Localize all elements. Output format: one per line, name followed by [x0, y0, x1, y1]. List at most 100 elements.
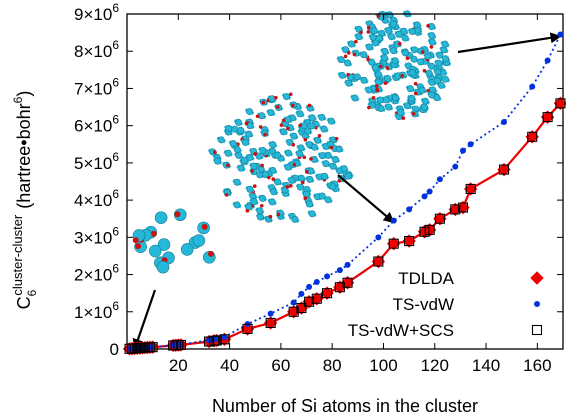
terminal-atom — [411, 111, 416, 116]
atom — [417, 58, 425, 66]
atom — [224, 149, 232, 157]
terminal-atom — [303, 196, 308, 200]
atom — [291, 215, 299, 223]
atom — [268, 95, 276, 103]
atom — [322, 160, 330, 168]
terminal-atom — [261, 100, 266, 105]
terminal-atom — [352, 52, 357, 57]
atom — [410, 46, 418, 54]
terminal-atom — [244, 121, 249, 126]
atom — [401, 49, 409, 57]
y-tick-label: 9×106 — [74, 1, 119, 24]
atom — [297, 174, 305, 182]
terminal-atom — [275, 105, 280, 109]
atom — [385, 26, 393, 34]
y-tick-label: 8×106 — [74, 38, 119, 61]
data-point-ts-vdw — [324, 273, 331, 280]
atom — [229, 140, 237, 148]
terminal-atom — [224, 193, 229, 197]
terminal-atom — [260, 163, 264, 168]
terminal-atom — [397, 41, 402, 46]
atom — [318, 113, 326, 121]
atom — [282, 93, 290, 101]
atom — [442, 55, 450, 63]
data-point-ts-vdw — [336, 267, 343, 274]
atom — [329, 162, 337, 170]
atom — [296, 183, 304, 191]
terminal-atom — [298, 123, 302, 128]
atom — [408, 27, 416, 35]
atom — [425, 69, 433, 77]
atom — [371, 64, 379, 72]
atom — [369, 33, 377, 41]
atom — [250, 162, 258, 170]
legend-label: TDLDA — [398, 269, 454, 288]
arrow-medium-cluster-image — [337, 174, 395, 224]
atom — [286, 138, 294, 146]
data-point-ts-vdw-scs — [457, 202, 469, 213]
atom — [306, 175, 314, 183]
atom — [245, 108, 253, 116]
atom — [297, 144, 305, 152]
atom — [258, 194, 266, 202]
terminal-atom — [413, 91, 418, 96]
data-point-ts-vdw-scs — [311, 293, 322, 304]
terminal-atom — [422, 68, 427, 73]
atom — [180, 243, 194, 256]
atom — [375, 78, 383, 86]
atom — [428, 38, 436, 46]
atom — [225, 124, 233, 132]
terminal-atom — [367, 105, 371, 110]
atom — [308, 210, 316, 218]
legend-symbol — [534, 301, 540, 307]
atom — [331, 155, 339, 163]
atom — [157, 238, 171, 251]
terminal-atom — [375, 87, 379, 92]
atom — [233, 178, 241, 186]
terminal-atom — [413, 81, 418, 86]
terminal-atom — [420, 50, 425, 54]
data-point-ts-vdw-scs — [404, 236, 415, 247]
atom — [233, 201, 241, 209]
data-point-ts-vdw-scs — [321, 288, 333, 299]
atom — [270, 188, 278, 196]
atom — [156, 260, 170, 274]
atom — [377, 105, 385, 113]
data-point-ts-vdw — [290, 299, 297, 306]
data-point-ts-vdw-scs — [304, 296, 315, 307]
legend: TDLDA TS-vdW TS-vdW+SCS — [348, 269, 544, 340]
atom — [397, 108, 405, 116]
data-point-ts-vdw — [459, 147, 466, 154]
atom — [308, 114, 316, 122]
data-point-ts-vdw — [221, 334, 228, 341]
atom — [307, 167, 315, 175]
atom — [258, 112, 266, 120]
terminal-atom — [426, 24, 430, 28]
atom — [368, 101, 376, 109]
arrow-large-cluster-image — [457, 32, 562, 54]
atom — [296, 110, 304, 118]
y-axis-units-exponent: 6 — [11, 96, 25, 103]
x-axis-ticks: 20 40 60 80 100 120 140 160 — [169, 14, 552, 375]
data-point-ts-vdw-scs — [419, 226, 430, 237]
data-point-ts-vdw — [267, 310, 274, 317]
terminal-atom — [226, 163, 230, 168]
atom — [428, 62, 436, 70]
y-tick-label: 3×106 — [74, 224, 119, 247]
atom — [408, 94, 416, 102]
atom — [233, 146, 241, 154]
data-point-ts-vdw — [406, 206, 413, 213]
atom — [440, 46, 448, 54]
legend-symbol — [530, 271, 544, 285]
atom — [267, 109, 275, 117]
terminal-atom — [281, 118, 286, 123]
terminal-atom — [208, 250, 215, 257]
terminal-atom — [371, 96, 376, 100]
legend-label: TS-vdW — [393, 295, 454, 314]
terminal-atom — [317, 133, 322, 138]
data-point-ts-vdw — [390, 217, 397, 224]
data-point-ts-vdw — [452, 163, 459, 170]
terminal-atom — [274, 95, 278, 100]
x-tick-label: 140 — [472, 356, 500, 375]
series-markers — [122, 31, 566, 356]
